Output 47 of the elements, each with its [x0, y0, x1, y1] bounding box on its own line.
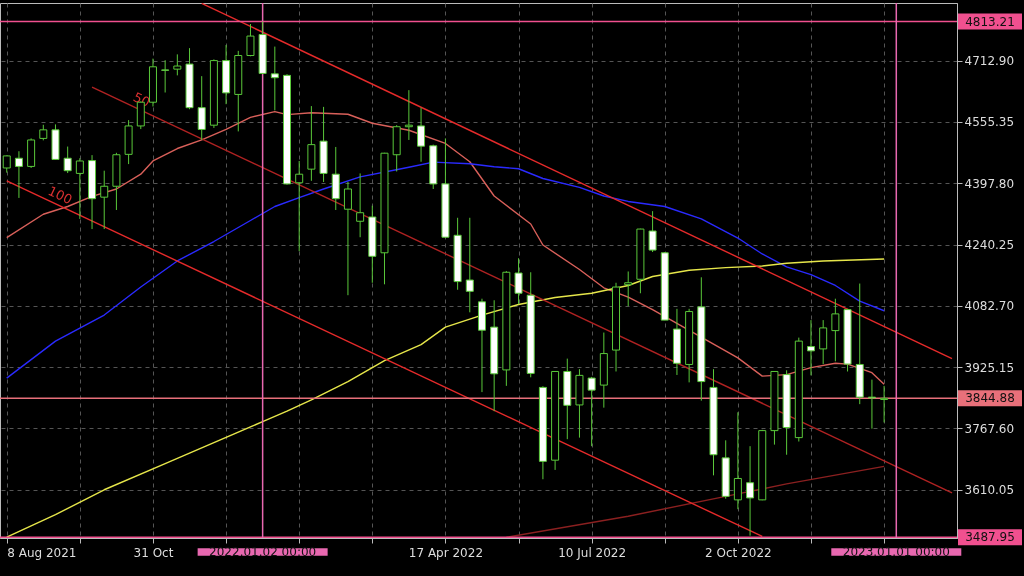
candlestick — [831, 298, 840, 362]
candlestick — [63, 146, 72, 174]
y-tick-label: 4397.80 — [964, 176, 1015, 191]
candlestick — [197, 75, 206, 141]
candlestick — [819, 319, 828, 365]
x-tick-label: 17 Apr 2022 — [408, 545, 484, 560]
y-tick-label: 4555.35 — [964, 115, 1015, 130]
x-tick-label: 2 Oct 2022 — [705, 545, 772, 560]
candlestick — [100, 170, 109, 230]
x-tick-label: 31 Oct — [133, 545, 174, 560]
line-series — [6, 161, 885, 379]
candlestick — [417, 107, 426, 163]
candlestick — [867, 379, 876, 430]
candlestick — [356, 172, 365, 238]
candlestick — [733, 411, 742, 510]
candlestick — [173, 53, 182, 76]
ref-line-label: 2023.01.01 00:00 — [842, 545, 950, 559]
y-tick-label: 3610.05 — [964, 483, 1015, 498]
candlestick — [648, 210, 657, 253]
y-tick-label: 3925.15 — [964, 360, 1015, 375]
x-tick-label: 10 Jul 2022 — [558, 545, 627, 560]
candlestick — [14, 150, 23, 199]
candlestick — [880, 385, 889, 423]
ref-line-label: 2022.01.02 00:00 — [209, 545, 317, 559]
candlestick — [246, 23, 255, 57]
candlestick — [343, 181, 352, 296]
annotation: 100 — [45, 183, 75, 208]
candlestick — [624, 270, 633, 307]
ref-line-label: 3487.95 — [965, 530, 1015, 545]
candlestick — [746, 445, 755, 537]
candlestick — [161, 59, 170, 93]
x-tick-label: 8 Aug 2021 — [7, 545, 77, 560]
candlestick — [295, 160, 304, 252]
candlestick — [465, 217, 474, 313]
ref-line-label: 3844.88 — [965, 391, 1015, 406]
candlestick — [75, 157, 84, 220]
line-series — [6, 258, 885, 538]
candlestick — [270, 46, 279, 111]
y-tick-label: 4082.70 — [964, 299, 1015, 314]
y-tick-label: 4712.90 — [964, 54, 1015, 69]
candlestick — [806, 319, 815, 376]
candlestick — [587, 376, 596, 447]
y-tick-label: 4240.25 — [964, 238, 1015, 253]
ref-line-label: 4813.21 — [965, 14, 1015, 29]
candlestick — [514, 257, 523, 305]
y-tick-label: 3767.60 — [964, 421, 1015, 436]
line-series — [6, 110, 885, 386]
